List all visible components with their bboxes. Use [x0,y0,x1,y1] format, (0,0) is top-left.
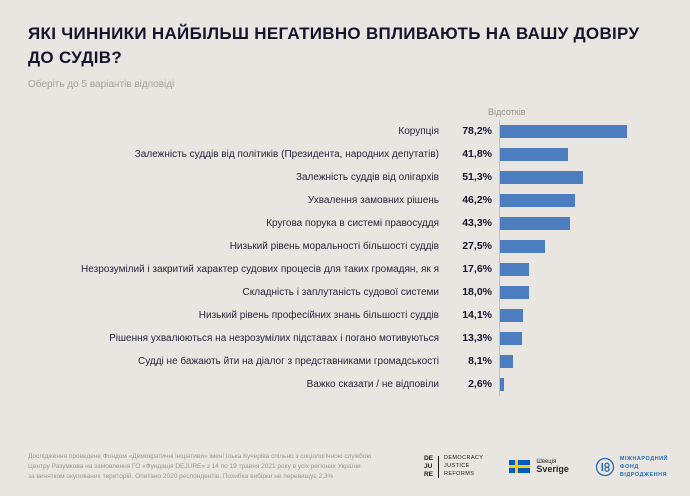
bar [500,377,505,391]
bar-row: Рішення ухвалюються на незрозумілих підс… [28,326,662,350]
irf-logo-icon [595,457,615,477]
bar-track [499,303,662,327]
bar-row: Корупція 78,2% [28,119,662,143]
bar-value: 14,1% [462,309,492,322]
source-line: Центру Разумкова на замовлення ГО «Фунда… [28,462,361,470]
bar-row: Важко сказати / не відповіли 2,6% [28,372,662,396]
bar [500,170,584,184]
bar [500,147,568,161]
bar-value: 78,2% [462,125,492,138]
bar-value: 41,8% [462,148,492,161]
dejure-words: DEMOCRACY JUSTICE REFORMS [443,454,484,477]
bar [500,239,545,253]
source-note: Дослідження проведене Фондом «Демократич… [28,452,371,482]
dejure-letters: DE JU RE [423,454,433,478]
dejure-divider [437,455,439,478]
sweden-logo: Швеція Sverige [509,459,569,475]
bar-label: Залежність суддів від олігархів [295,171,439,183]
bar [500,308,523,322]
bar-value: 18,0% [462,286,492,299]
bar-track [499,142,662,166]
bar-label: Низький рівень професійних знань більшос… [198,309,439,321]
bar-track [499,372,662,396]
bar-label: Низький рівень моральності більшості суд… [229,240,439,252]
bar-track [499,188,662,212]
bar-row: Низький рівень професійних знань більшос… [28,303,662,327]
irf-logo: МІЖНАРОДНИЙ ФОНД ВІДРОДЖЕННЯ [595,455,668,480]
bar [500,216,571,230]
bar-row: Ухвалення замовних рішень 46,2% [28,188,662,212]
source-line: Дослідження проведене Фондом «Демократич… [28,452,372,460]
bar-value: 13,3% [462,332,492,345]
bar-value: 43,3% [462,217,492,230]
sweden-text: Швеція Sverige [536,458,569,474]
page-title: ЯКІ ЧИННИКИ НАЙБІЛЬШ НЕГАТИВНО ВПЛИВАЮТЬ… [28,24,640,67]
partner-logos: DE JU RE DEMOCRACY JUSTICE REFORMS Швеці… [424,455,668,480]
bar [500,193,575,207]
irf-text: МІЖНАРОДНИЙ ФОНД ВІДРОДЖЕННЯ [619,455,668,479]
bar-row: Кругова порука в системі правосуддя 43,3% [28,211,662,235]
infographic: ЯКІ ЧИННИКИ НАЙБІЛЬШ НЕГАТИВНО ВПЛИВАЮТЬ… [28,24,662,396]
bar-label: Незрозумілий і закритий характер судових… [81,263,439,275]
bar-track [499,165,662,189]
bar [500,331,522,345]
bar-row: Низький рівень моральності більшості суд… [28,234,662,258]
bar-track [499,349,662,373]
bar-row: Залежність суддів від політиків (Президе… [28,142,662,166]
bar-row: Складність і заплутаність судової систем… [28,280,662,304]
bar-row: Судді не бажають йти на діалог з предста… [28,349,662,373]
page-subtitle: Оберіть до 5 варіантів відповіді [28,78,175,90]
bar-label: Судді не бажають йти на діалог з предста… [138,355,439,367]
bar-value: 17,6% [462,263,492,276]
bar-track [499,326,662,350]
bar-label: Важко сказати / не відповіли [306,378,439,390]
bar [500,354,514,368]
bar-track [499,211,662,235]
bar-track [499,119,662,143]
bar [500,285,530,299]
bar-track [499,280,662,304]
dejure-logo: DE JU RE DEMOCRACY JUSTICE REFORMS [424,455,483,479]
bar-track [499,234,662,258]
bar-label: Ухвалення замовних рішень [307,194,439,206]
bar-value: 8,1% [468,355,492,368]
bar [500,124,627,138]
bar-row: Залежність суддів від олігархів 51,3% [28,165,662,189]
bar-label: Складність і заплутаність судової систем… [242,286,439,298]
bar-label: Кругова порука в системі правосуддя [266,217,439,229]
chart-header-row: Відсотків [28,104,662,120]
bar-value: 2,6% [468,378,492,391]
bar-chart: Відсотків Корупція 78,2% Залежність суддів… [28,104,662,396]
source-line: за винятком окупованих територій. Опитан… [28,472,334,480]
bar-label: Залежність суддів від політиків (Президе… [134,148,439,160]
bar-track [499,257,662,281]
bar-value: 46,2% [462,194,492,207]
value-axis-label: Відсотків [488,106,526,117]
sweden-flag-icon [509,460,531,474]
bar-rows: Корупція 78,2% Залежність суддів від політ… [28,119,662,396]
bar-label: Корупція [398,125,439,137]
bar-value: 27,5% [462,240,492,253]
bar [500,262,529,276]
bar-value: 51,3% [462,171,492,184]
bar-label: Рішення ухвалюються на незрозумілих підс… [109,332,439,344]
footer: Дослідження проведене Фондом «Демократич… [28,452,668,482]
bar-row: Незрозумілий і закритий характер судових… [28,257,662,281]
